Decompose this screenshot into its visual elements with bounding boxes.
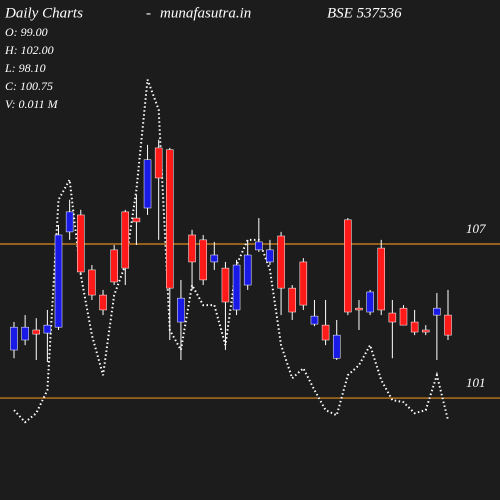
candle-body: [65, 211, 74, 233]
moving-average: [13, 79, 449, 424]
ohlc-info: L: 98.10: [4, 61, 46, 75]
candle-body: [232, 264, 241, 311]
candle-body: [399, 307, 408, 326]
ohlc-info: O: 99.00: [5, 25, 48, 39]
chart-title: Daily Charts: [4, 5, 83, 21]
candle-body: [210, 254, 219, 263]
ohlc-info: C: 100.75: [5, 79, 53, 93]
candle-body: [99, 294, 107, 311]
candle-body: [77, 214, 85, 273]
candle-body: [121, 211, 130, 269]
candle-body: [421, 329, 430, 333]
candle-body: [188, 234, 196, 263]
candle-body: [110, 249, 118, 283]
y-tick-label: 101: [466, 375, 486, 390]
candle-body: [355, 307, 363, 311]
candle-body: [310, 315, 319, 325]
candle-body: [266, 249, 274, 263]
ohlc-info: V: 0.011 M: [5, 97, 59, 111]
candle-body: [332, 334, 341, 359]
candle-body: [243, 254, 252, 286]
candle-body: [88, 269, 96, 296]
candle-body: [132, 217, 141, 223]
candle-body: [321, 324, 330, 341]
candle-body: [410, 321, 419, 333]
y-tick-label: 107: [466, 221, 486, 236]
candle-body: [221, 267, 230, 303]
candle-body: [444, 314, 452, 336]
symbol: BSE 537536: [327, 5, 402, 21]
candle-body: [32, 329, 41, 335]
candle-body: [344, 219, 352, 313]
candle-body: [377, 247, 385, 311]
candle-body: [299, 261, 308, 306]
candle-body: [177, 297, 185, 323]
candle-body: [388, 312, 397, 323]
candle-body: [43, 324, 52, 334]
candle-body: [366, 291, 374, 313]
candle-body: [199, 239, 207, 281]
candle-body: [433, 307, 441, 316]
candle-body: [154, 147, 163, 179]
site: munafasutra.in: [160, 5, 251, 21]
candle-body: [21, 326, 29, 341]
candle-body: [10, 326, 18, 351]
candle-body: [143, 159, 152, 209]
separator: -: [146, 5, 151, 21]
candle-body: [277, 235, 285, 289]
candle-body: [166, 149, 174, 289]
candle-body: [255, 241, 263, 251]
ohlc-info: H: 102.00: [4, 43, 54, 57]
candle-body: [54, 234, 63, 328]
candle-body: [288, 287, 296, 313]
